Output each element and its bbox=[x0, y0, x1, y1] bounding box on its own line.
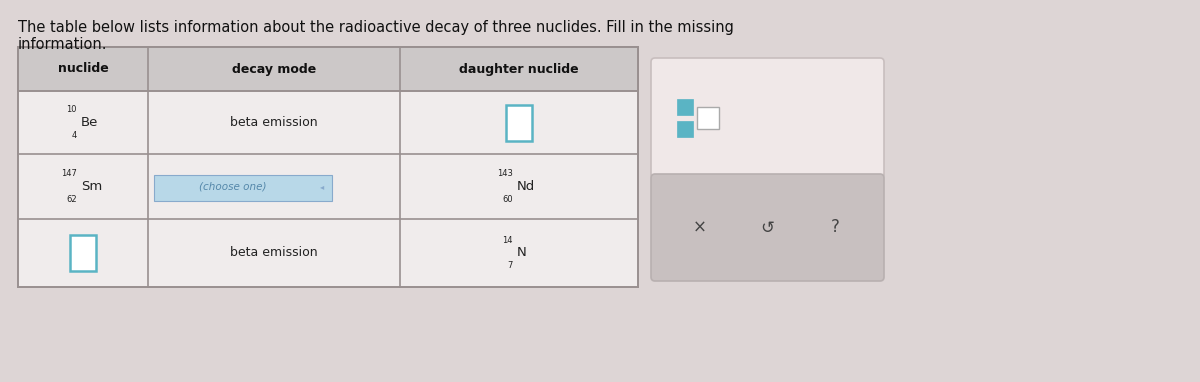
FancyBboxPatch shape bbox=[650, 174, 884, 281]
Text: Nd: Nd bbox=[517, 180, 535, 193]
Bar bbox=[70, 235, 96, 271]
Text: ↺: ↺ bbox=[761, 219, 774, 236]
FancyBboxPatch shape bbox=[650, 58, 884, 178]
Text: beta emission: beta emission bbox=[230, 246, 318, 259]
Text: The table below lists information about the radioactive decay of three nuclides.: The table below lists information about … bbox=[18, 20, 734, 52]
Text: 60: 60 bbox=[503, 194, 514, 204]
Text: ×: × bbox=[694, 219, 707, 236]
Bar bbox=[506, 105, 532, 141]
Bar bbox=[677, 121, 694, 137]
Bar bbox=[677, 99, 694, 115]
Text: ◂: ◂ bbox=[320, 182, 324, 191]
Bar bbox=[697, 107, 719, 129]
Text: N: N bbox=[517, 246, 527, 259]
Text: beta emission: beta emission bbox=[230, 116, 318, 129]
Text: (choose one): (choose one) bbox=[198, 181, 266, 191]
Text: 143: 143 bbox=[497, 170, 514, 178]
Text: decay mode: decay mode bbox=[232, 63, 316, 76]
Text: Sm: Sm bbox=[82, 180, 102, 193]
Bar bbox=[18, 47, 638, 91]
Text: 14: 14 bbox=[503, 236, 514, 245]
Text: 147: 147 bbox=[61, 170, 77, 178]
Text: 7: 7 bbox=[508, 261, 514, 270]
Text: nuclide: nuclide bbox=[58, 63, 108, 76]
Text: 62: 62 bbox=[66, 194, 77, 204]
Bar bbox=[18, 47, 638, 287]
Bar bbox=[154, 175, 332, 201]
Text: 10: 10 bbox=[66, 105, 77, 115]
Text: Be: Be bbox=[82, 116, 98, 129]
Text: ?: ? bbox=[830, 219, 840, 236]
Text: daughter nuclide: daughter nuclide bbox=[460, 63, 578, 76]
Text: 4: 4 bbox=[72, 131, 77, 139]
